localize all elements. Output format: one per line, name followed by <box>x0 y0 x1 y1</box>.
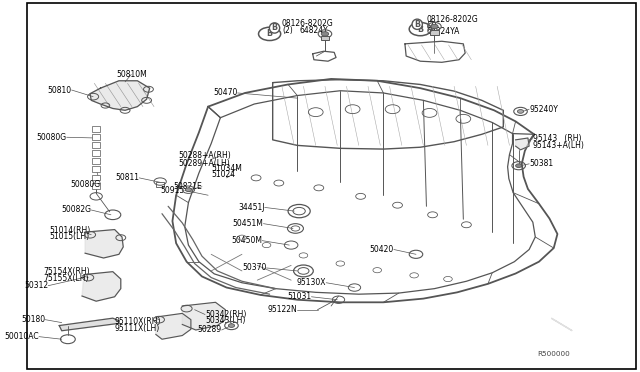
Bar <box>93 183 100 189</box>
Text: 50420: 50420 <box>369 245 394 254</box>
Text: 50470: 50470 <box>213 89 237 97</box>
Text: 50343(LH): 50343(LH) <box>205 316 245 325</box>
Bar <box>93 134 100 140</box>
Text: 08126-8202G: 08126-8202G <box>282 19 333 28</box>
Text: B: B <box>271 23 278 32</box>
Text: 50915: 50915 <box>161 186 185 195</box>
Text: 64824YA: 64824YA <box>426 27 460 36</box>
Text: 50288+A(RH): 50288+A(RH) <box>179 151 231 160</box>
Polygon shape <box>60 318 119 331</box>
Text: 51031: 51031 <box>287 292 312 301</box>
Text: 08126-8202G: 08126-8202G <box>426 15 478 23</box>
Bar <box>156 182 164 187</box>
Polygon shape <box>90 81 150 110</box>
Bar <box>430 30 439 35</box>
Text: 95143   (RH): 95143 (RH) <box>533 134 581 143</box>
Text: (2): (2) <box>282 26 292 35</box>
Circle shape <box>516 164 522 167</box>
Bar <box>93 126 100 132</box>
Text: 50312: 50312 <box>24 281 48 290</box>
Text: 50370: 50370 <box>242 263 266 272</box>
Bar <box>93 166 100 172</box>
Circle shape <box>431 24 438 29</box>
Text: 50010AC: 50010AC <box>4 332 39 341</box>
Text: 51014(RH): 51014(RH) <box>49 226 91 235</box>
Text: 50450M: 50450M <box>231 236 262 245</box>
Text: 51024: 51024 <box>211 170 236 179</box>
Text: 95110X(RH): 95110X(RH) <box>115 317 161 326</box>
Text: B: B <box>266 29 273 38</box>
Polygon shape <box>60 318 119 331</box>
Circle shape <box>228 324 234 327</box>
Text: 50821E: 50821E <box>173 182 202 191</box>
Text: 51015(LH): 51015(LH) <box>49 232 90 241</box>
Bar <box>321 36 329 40</box>
Text: 50810: 50810 <box>47 86 72 94</box>
Text: 50342(RH): 50342(RH) <box>205 310 246 319</box>
Text: 95143+A(LH): 95143+A(LH) <box>533 141 585 150</box>
Text: 95122N: 95122N <box>268 305 298 314</box>
Polygon shape <box>82 272 121 301</box>
Text: 50289: 50289 <box>198 326 221 334</box>
Text: 95111X(LH): 95111X(LH) <box>115 324 160 333</box>
Bar <box>93 174 100 180</box>
Polygon shape <box>551 318 572 331</box>
Text: B: B <box>417 25 423 33</box>
Bar <box>93 158 100 164</box>
Polygon shape <box>182 302 225 330</box>
Text: 95130X: 95130X <box>297 278 326 287</box>
Text: 50451M: 50451M <box>232 219 264 228</box>
Circle shape <box>518 110 524 113</box>
Text: 75154X(RH): 75154X(RH) <box>44 267 90 276</box>
Polygon shape <box>516 138 529 150</box>
Text: 50180: 50180 <box>21 315 45 324</box>
Bar <box>93 142 100 148</box>
Text: 50810M: 50810M <box>116 70 147 79</box>
Text: 64824Y: 64824Y <box>299 26 328 35</box>
Text: R500000: R500000 <box>537 351 570 357</box>
Text: 51034M: 51034M <box>211 164 242 173</box>
Polygon shape <box>156 313 191 339</box>
Text: B: B <box>414 20 420 29</box>
Text: (2): (2) <box>426 21 437 30</box>
Text: 50289+A(LH): 50289+A(LH) <box>179 158 230 168</box>
Text: 34451J: 34451J <box>238 203 265 212</box>
Circle shape <box>321 32 329 36</box>
Text: 50082G: 50082G <box>61 205 92 215</box>
Text: 50080G: 50080G <box>36 133 67 142</box>
Text: 75155X(LH): 75155X(LH) <box>44 274 89 283</box>
Text: 95240Y: 95240Y <box>529 105 558 114</box>
Text: 50811: 50811 <box>115 173 140 182</box>
Text: 50080G: 50080G <box>70 180 100 189</box>
Polygon shape <box>85 230 124 258</box>
Bar <box>93 150 100 156</box>
Circle shape <box>186 188 191 192</box>
Text: 50381: 50381 <box>529 159 553 169</box>
